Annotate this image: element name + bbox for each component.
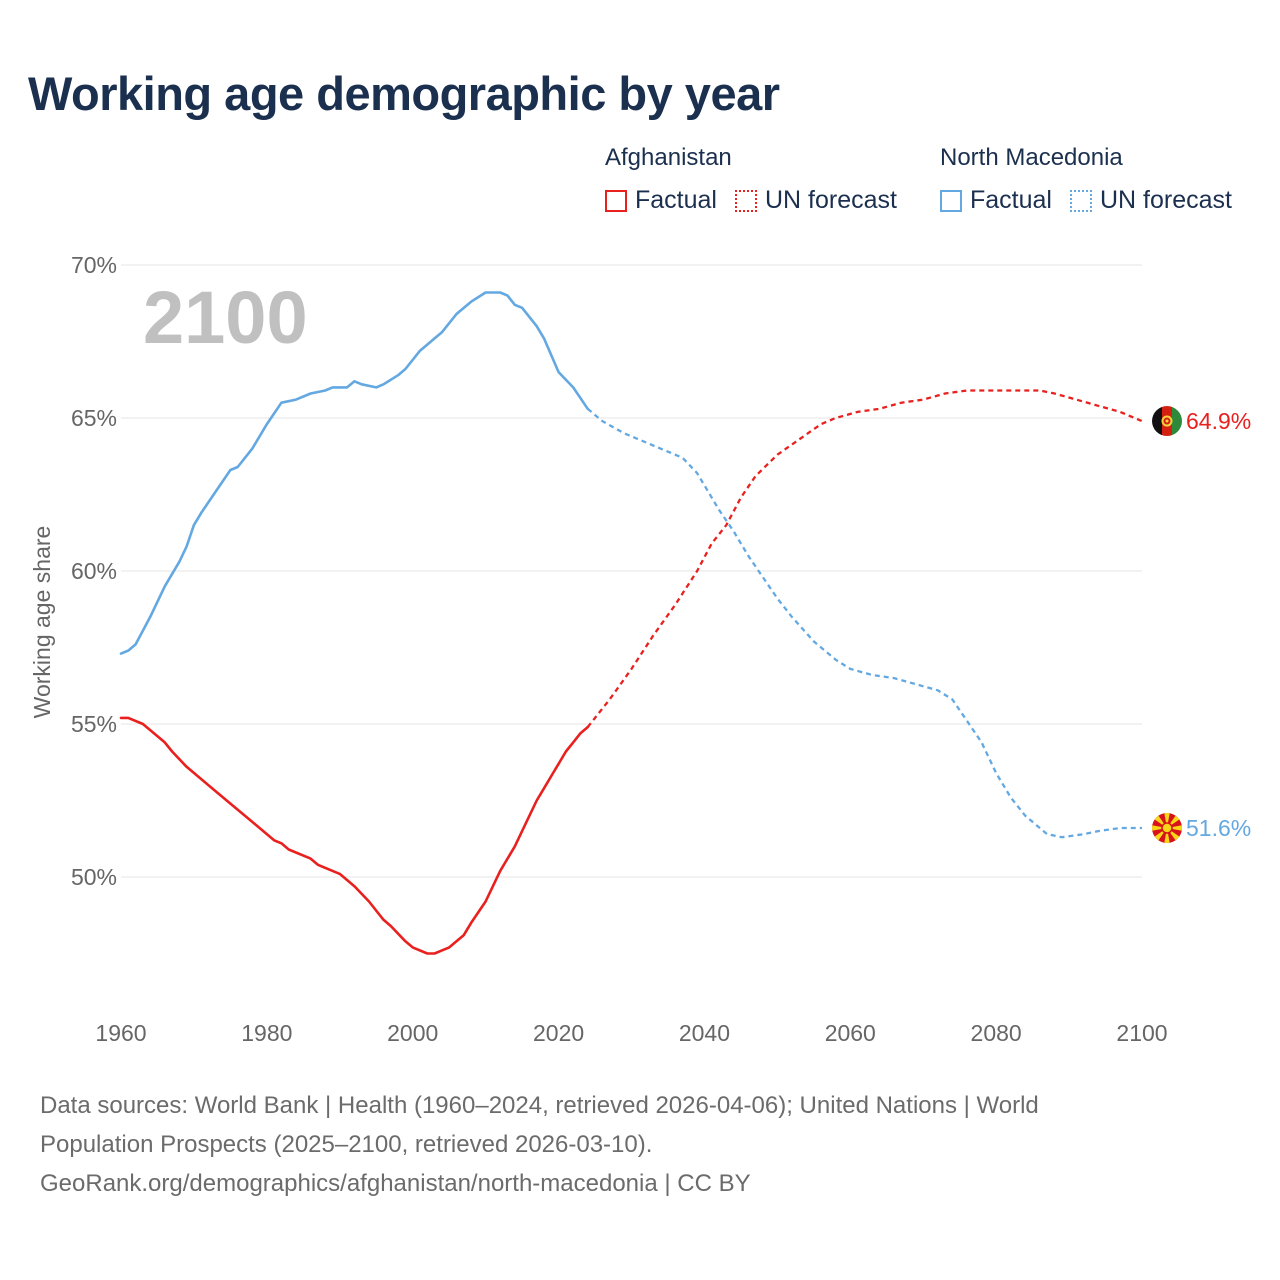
afghanistan-factual-line[interactable] [119, 716, 590, 955]
legend-label: Factual [970, 186, 1052, 214]
legend-label: UN forecast [1099, 186, 1232, 214]
line-chart: 2100 50% 55% 60% 65% 70% 1960 1980 2000 2020 204… [29, 252, 1251, 1046]
legend-group-name: North Macedonia [940, 144, 1123, 171]
footer: Data sources: World Bank | Health (1960–… [40, 1086, 1220, 1203]
x-tick-label: 2020 [533, 1020, 584, 1046]
x-tick-label: 2040 [679, 1020, 730, 1046]
y-tick-label: 50% [71, 864, 117, 890]
x-tick-label: 2100 [1116, 1020, 1167, 1046]
y-tick-label: 70% [71, 252, 117, 278]
legend-label: UN forecast [764, 186, 897, 214]
legend-item-north-macedonia-forecast[interactable]: UN forecast [1069, 186, 1232, 215]
dotted-line-swatch [1069, 189, 1092, 212]
attribution-link[interactable]: GeoRank.org/demographics/afghanistan/nor… [40, 1170, 751, 1197]
legend-afghanistan: Afghanistan Factual UN forecast [605, 144, 915, 215]
legend-group-name: Afghanistan [605, 144, 732, 171]
legend-item-north-macedonia-factual[interactable]: Factual [940, 186, 1052, 215]
chart-title: Working age demographic by year [28, 67, 780, 120]
gridlines [121, 264, 1142, 878]
y-axis-label: Working age share [29, 526, 55, 719]
solid-line-swatch [940, 189, 962, 212]
y-tick-label: 55% [71, 711, 117, 737]
north-macedonia-factual-line[interactable] [119, 291, 590, 655]
y-tick-label: 65% [71, 405, 117, 431]
y-tick-label: 60% [71, 558, 117, 584]
legend-item-afghanistan-forecast[interactable]: UN forecast [734, 186, 897, 215]
north-macedonia-flag [1152, 813, 1182, 844]
x-tick-label: 1980 [241, 1020, 292, 1046]
series-lines [119, 291, 1143, 955]
source-line-2: Population Prospects (2025–2100, retriev… [40, 1131, 653, 1158]
afghanistan-flag [1152, 406, 1182, 437]
x-tick-label: 2000 [387, 1020, 438, 1046]
legend-item-afghanistan-factual[interactable]: Factual [605, 186, 717, 215]
x-tick-label: 2080 [971, 1020, 1022, 1046]
afghanistan-forecast-line[interactable] [586, 389, 1143, 728]
legend-north-macedonia: North Macedonia Factual UN forecast [940, 144, 1232, 215]
end-markers: 64.9% 51.6% [1152, 406, 1251, 844]
x-axis-ticks: 1960 1980 2000 2020 2040 2060 2080 2100 [95, 1020, 1167, 1046]
end-value-label: 51.6% [1186, 815, 1251, 841]
dotted-line-swatch [734, 189, 757, 212]
x-tick-label: 2060 [825, 1020, 876, 1046]
x-tick-label: 1960 [95, 1020, 146, 1046]
solid-line-swatch [605, 189, 627, 212]
legend-label: Factual [635, 186, 717, 214]
source-line-1: Data sources: World Bank | Health (1960–… [40, 1092, 1039, 1119]
year-watermark: 2100 [143, 276, 308, 359]
y-axis-ticks: 50% 55% 60% 65% 70% [71, 252, 117, 890]
end-value-label: 64.9% [1186, 408, 1251, 434]
north-macedonia-forecast-line[interactable] [586, 407, 1142, 839]
